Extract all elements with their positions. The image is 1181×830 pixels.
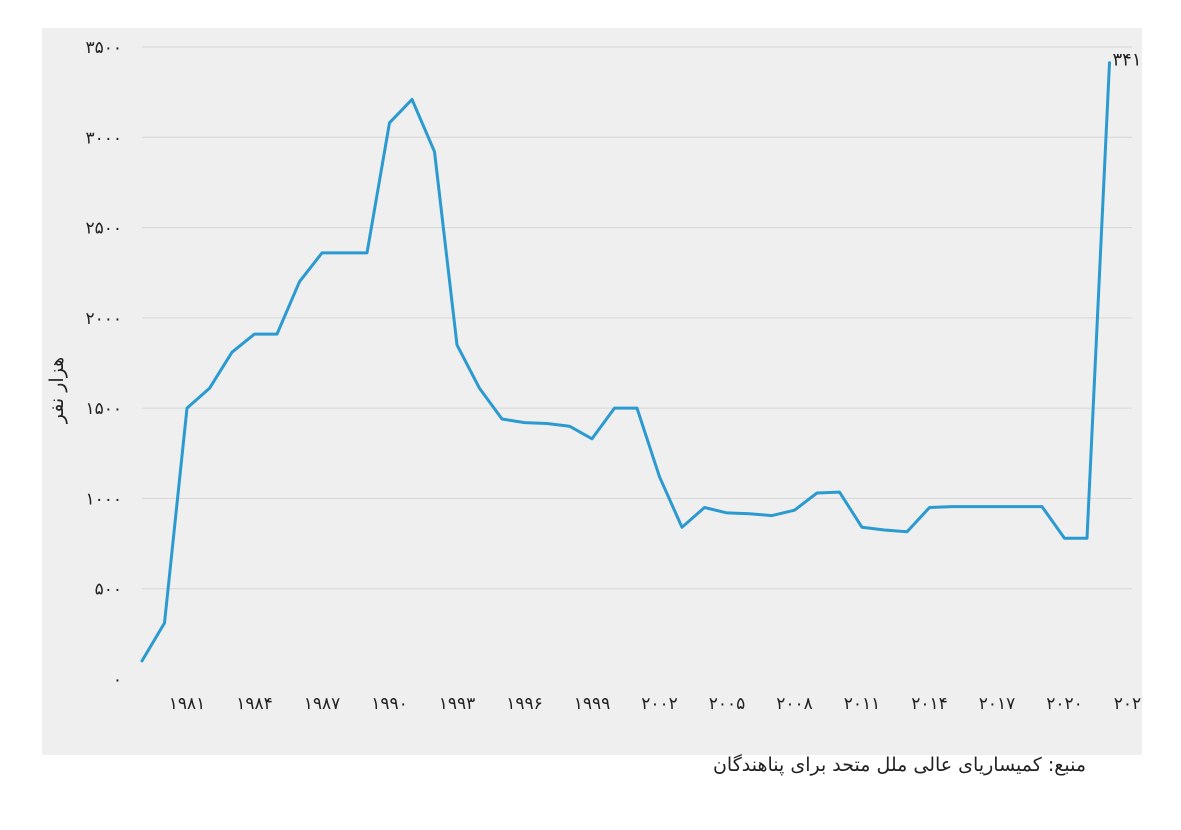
y-tick-label: ۰ — [113, 670, 122, 690]
x-tick-label: ۲۰۱۴ — [911, 694, 948, 714]
chart-panel: ۰ ۵۰۰ ۱۰۰۰ ۱۵۰۰ ۲۰۰۰ ۲۵۰۰ ۳۰۰۰ ۳۵۰۰ ۱۹۸۱ ۱۹۸۴ ۱۹۸… — [42, 28, 1143, 776]
x-tick-label: ۱۹۹۳ — [439, 694, 476, 714]
series-layer — [140, 61, 1111, 663]
annotations: ۳۴۱۳ — [1113, 50, 1143, 71]
series-line — [140, 61, 1111, 663]
x-tick-label: ۲۰۱۱ — [844, 694, 881, 714]
end-value-label: ۳۴۱۳ — [1113, 50, 1143, 71]
y-tick-label: ۲۵۰۰ — [85, 219, 122, 239]
y-tick-label: ۱۵۰۰ — [85, 399, 122, 419]
x-tick-label: ۲۰۲۰ — [1046, 694, 1083, 714]
y-tick-label: ۲۰۰۰ — [85, 309, 122, 329]
y-tick-label: ۱۰۰۰ — [85, 489, 122, 509]
x-tick-label: ۱۹۸۷ — [304, 694, 341, 714]
source-note: منبع: کمیساریای عالی ملل متحد برای پناهن… — [712, 754, 1086, 776]
x-tick-label: ۲۰۰۲ — [641, 694, 678, 714]
x-tick-label: ۲۰۲۳ — [1114, 694, 1142, 714]
x-tick-label: ۱۹۹۹ — [574, 694, 611, 714]
y-tick-label: ۳۵۰۰ — [85, 38, 122, 58]
x-tick-label: ۲۰۰۸ — [776, 694, 813, 714]
y-tick-label: ۳۰۰۰ — [85, 128, 122, 148]
x-tick-label: ۱۹۹۰ — [371, 694, 408, 714]
x-axis-ticks: ۱۹۸۱ ۱۹۸۴ ۱۹۸۷ ۱۹۹۰ ۱۹۹۳ ۱۹۹۶ ۱۹۹۹ ۲۰۰۲ ۲۰۰۵ ۲۰۰۸… — [169, 694, 1142, 714]
y-axis-label: هزار نفر — [46, 357, 68, 424]
x-tick-label: ۱۹۸۱ — [169, 694, 206, 714]
x-tick-label: ۱۹۹۶ — [506, 694, 543, 714]
x-tick-label: ۲۰۰۵ — [709, 694, 746, 714]
y-tick-label: ۵۰۰ — [95, 580, 122, 600]
x-tick-label: ۲۰۱۷ — [979, 694, 1016, 714]
y-axis-ticks: ۰ ۵۰۰ ۱۰۰۰ ۱۵۰۰ ۲۰۰۰ ۲۵۰۰ ۳۰۰۰ ۳۵۰۰ — [85, 38, 122, 690]
x-tick-label: ۱۹۸۴ — [236, 694, 273, 714]
